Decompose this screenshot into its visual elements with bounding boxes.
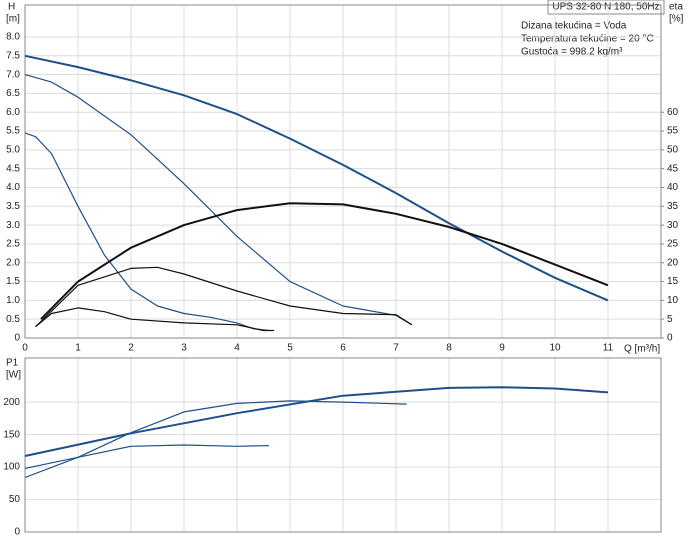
x-tick-label: 8 — [446, 343, 452, 354]
y2-tick-label: 40 — [667, 182, 679, 193]
annotation: Dizana tekućina = Voda — [521, 21, 627, 32]
plot-frame — [24, 357, 662, 533]
y-tick-label: 5.5 — [6, 126, 20, 137]
y2-tick-label: 60 — [667, 107, 679, 118]
y-tick-label: 100 — [3, 462, 20, 473]
curve — [24, 444, 269, 469]
y-axis-label: P1 — [6, 358, 19, 369]
x-tick-label: 7 — [393, 343, 399, 354]
y-tick-label: 0 — [14, 527, 20, 538]
y-tick-label: 7.0 — [6, 69, 20, 80]
y2-tick-label: 30 — [667, 220, 679, 231]
curve — [35, 307, 275, 332]
plot-frame — [24, 4, 662, 339]
y-tick-label: 1.5 — [6, 276, 20, 287]
y-tick-label: 6.0 — [6, 107, 20, 118]
y-tick-label: 200 — [3, 397, 20, 408]
x-axis-label: Q [m³/h] — [624, 344, 660, 355]
curve — [35, 266, 413, 328]
y2-tick-label: 5 — [667, 314, 673, 325]
y2-tick-label: 10 — [667, 295, 679, 306]
y-tick-label: 50 — [9, 494, 21, 505]
y-tick-label: 4.0 — [6, 182, 20, 193]
curve — [40, 202, 609, 320]
y-axis-unit: [W] — [6, 370, 21, 381]
x-tick-label: 1 — [75, 343, 81, 354]
y2-axis-unit: [%] — [669, 14, 684, 25]
title-box — [547, 0, 665, 15]
y-axis-unit: [m] — [6, 14, 20, 25]
x-tick-label: 2 — [128, 343, 134, 354]
y-tick-label: 3.5 — [6, 201, 20, 212]
x-tick-label: 0 — [22, 343, 28, 354]
chart-title: UPS 32-80 N 180, 50Hz — [552, 2, 659, 13]
curve — [24, 400, 407, 479]
y-tick-label: 150 — [3, 429, 20, 440]
y2-tick-label: 15 — [667, 276, 679, 287]
y-tick-label: 2.0 — [6, 257, 20, 268]
y2-tick-label: 50 — [667, 145, 679, 156]
annotation: Temperatura tekućine = 20 °C — [521, 34, 654, 45]
x-tick-label: 9 — [499, 343, 505, 354]
x-tick-label: 5 — [287, 343, 293, 354]
y-tick-label: 1.0 — [6, 295, 20, 306]
y-tick-label: 0 — [14, 333, 20, 344]
y-tick-label: 4.5 — [6, 163, 20, 174]
y-tick-label: 2.5 — [6, 239, 20, 250]
y2-tick-label: 25 — [667, 239, 679, 250]
y-tick-label: 6.5 — [6, 88, 20, 99]
y-tick-label: 7.5 — [6, 50, 20, 61]
x-tick-label: 10 — [549, 343, 561, 354]
x-tick-label: 11 — [603, 343, 614, 354]
y2-tick-label: 20 — [667, 257, 679, 268]
curve — [24, 54, 609, 302]
y2-tick-label: 0 — [667, 333, 673, 344]
x-tick-label: 3 — [181, 343, 187, 354]
y-tick-label: 0.5 — [6, 314, 20, 325]
y-tick-label: 8.0 — [6, 32, 20, 43]
curve — [24, 132, 269, 332]
x-tick-label: 6 — [340, 343, 346, 354]
y2-axis-label: eta — [669, 2, 683, 13]
y2-tick-label: 45 — [667, 163, 679, 174]
annotation: Gustoća = 998.2 kg/m³ — [521, 47, 623, 58]
y-axis-label: H — [8, 2, 15, 13]
x-tick-label: 4 — [234, 343, 240, 354]
curve — [24, 74, 413, 326]
y2-tick-label: 55 — [667, 126, 679, 137]
y-tick-label: 3.0 — [6, 220, 20, 231]
y2-tick-label: 35 — [667, 201, 679, 212]
curve — [24, 386, 609, 457]
y-tick-label: 5.0 — [6, 145, 20, 156]
